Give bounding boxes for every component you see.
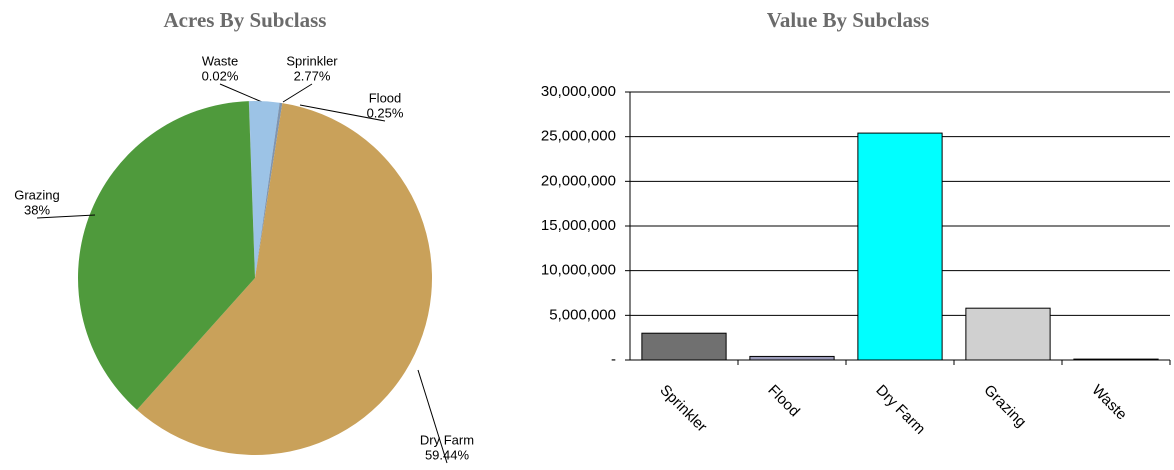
bar [641,332,727,361]
leader-line [219,83,263,103]
x-tick-label: Dry Farm [872,382,928,438]
x-tick-label: Flood [764,382,803,421]
slice-label: Sprinkler [286,53,338,68]
x-tick-label: Sprinkler [656,382,710,436]
y-tick-label: 10,000,000 [541,262,616,279]
pie-slice [255,102,283,278]
bar [965,307,1051,361]
bar [1073,358,1159,361]
slice-value-label: 0.02% [202,68,239,83]
pie-slice [77,101,255,410]
slice-label: Dry Farm [420,432,474,447]
bar-title: Value By Subclass [767,8,930,32]
leader-line [299,104,386,122]
leader-line [417,369,448,464]
slice-value-label: 59.44% [425,447,470,462]
slice-label: Waste [202,53,238,68]
y-tick-label: 15,000,000 [541,217,616,234]
x-tick-label: Waste [1088,382,1130,424]
bar [749,355,835,361]
slice-value-label: 38% [24,202,50,217]
pie-slice [249,101,280,278]
y-tick-label: 25,000,000 [541,128,616,145]
pie-title: Acres By Subclass [164,8,327,32]
slice-label: Grazing [14,187,60,202]
leader-line [282,83,313,103]
bar [857,132,943,361]
leader-line [36,214,96,219]
y-tick-label: 20,000,000 [541,172,616,189]
slice-label: Flood [369,90,402,105]
pie-slice [136,103,433,456]
x-tick-label: Grazing [980,382,1029,431]
pie-slice [248,101,255,278]
slice-value-label: 2.77% [294,68,331,83]
y-tick-label: 30,000,000 [541,83,616,100]
y-tick-label: - [611,351,616,368]
slice-value-label: 0.25% [367,105,404,120]
y-tick-label: 5,000,000 [549,306,616,323]
